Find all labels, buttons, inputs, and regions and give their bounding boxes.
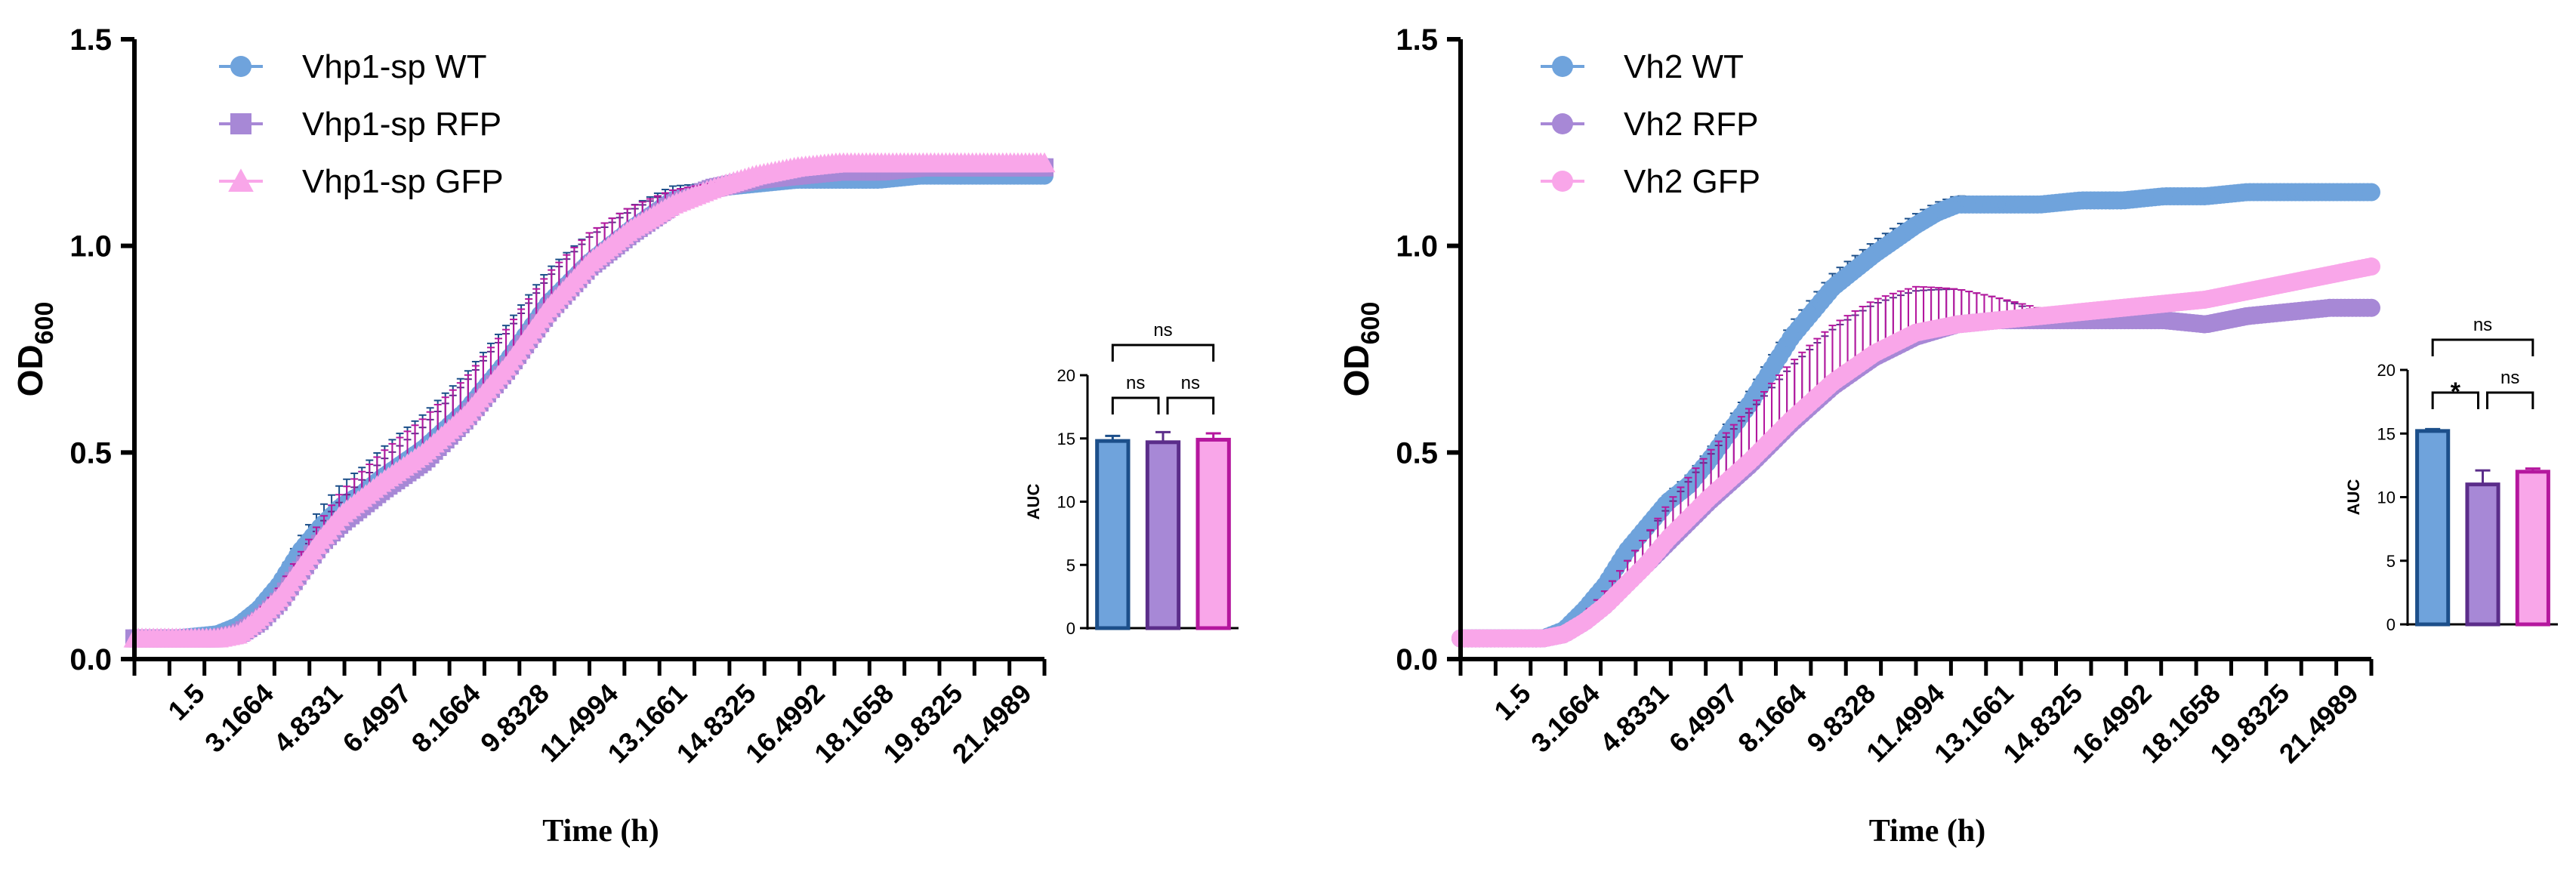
significance-bracket-1: *	[2431, 377, 2479, 409]
legend-item-0: Vhp1-sp WT	[219, 48, 487, 85]
inset-y-tick-label: 10	[2377, 488, 2396, 507]
legend-item-2: Vhp1-sp GFP	[219, 163, 504, 200]
data-point	[2362, 298, 2380, 317]
x-tick-label: 3.1664	[1525, 678, 1606, 759]
legend-label: Vhp1-sp WT	[302, 48, 487, 85]
x-tick-label: 8.1664	[406, 678, 486, 759]
chart-panel-right: 0.00.51.01.51.53.16644.83316.49978.16649…	[1337, 23, 2558, 849]
legend-label: Vhp1-sp RFP	[302, 106, 501, 143]
legend-label: Vh2 GFP	[1624, 163, 1760, 200]
x-tick-label: 4.8331	[267, 678, 348, 759]
data-point	[2362, 257, 2380, 276]
legend-item-2: Vh2 GFP	[1541, 163, 1760, 200]
significance-label: ns	[2500, 368, 2519, 388]
series-2	[1452, 257, 2380, 648]
data-point	[1033, 152, 1056, 173]
x-axis-label: Time (h)	[542, 814, 659, 849]
inset-auc-chart: 0 5 10 15 20 AUC ns ns ns	[1024, 320, 1239, 638]
bracket-line	[1111, 396, 1160, 414]
inset-y-axis-label: AUC	[1024, 484, 1043, 520]
y-tick-label: 1.5	[69, 23, 112, 57]
inset-y-tick-label: 5	[2386, 552, 2396, 571]
y-tick-label: 0.0	[1396, 643, 1438, 676]
y-tick-label: 0.5	[69, 436, 112, 470]
bracket-line	[2431, 391, 2479, 409]
inset-y-axis-label: AUC	[2344, 479, 2363, 516]
inset-y-tick-label: 10	[1057, 493, 1075, 512]
inset-bar-wt	[2415, 429, 2451, 627]
bracket-line	[2431, 338, 2534, 356]
x-tick-label: 8.1664	[1732, 678, 1812, 759]
legend-marker	[1552, 56, 1573, 77]
y-axis-label: OD600	[1337, 302, 1385, 397]
significance-label: *	[2451, 377, 2461, 406]
data-point	[2362, 183, 2380, 202]
inset-y-tick-label: 15	[2377, 424, 2396, 443]
legend-label: Vhp1-sp GFP	[302, 163, 504, 200]
significance-bracket-0: ns	[2431, 315, 2534, 356]
significance-bracket-1: ns	[1111, 373, 1160, 414]
significance-label: ns	[1126, 373, 1145, 393]
bracket-line	[2486, 391, 2534, 409]
legend-item-1: Vh2 RFP	[1541, 106, 1759, 143]
y-axis-label-sub: 600	[30, 302, 59, 345]
legend-item-0: Vh2 WT	[1541, 48, 1744, 85]
y-tick-label: 0.0	[69, 643, 112, 676]
legend-marker	[230, 113, 251, 134]
y-axis-label-main: OD	[11, 344, 50, 396]
significance-label: ns	[2473, 315, 2492, 335]
bracket-line	[1111, 344, 1215, 362]
y-axis-label: OD600	[11, 302, 59, 397]
significance-label: ns	[1181, 373, 1200, 393]
inset-bar-gfp	[2515, 470, 2550, 627]
legend-label: Vh2 WT	[1624, 48, 1744, 85]
inset-y-tick-label: 5	[1066, 556, 1075, 575]
bracket-line	[1166, 396, 1215, 414]
legend-item-1: Vhp1-sp RFP	[219, 106, 501, 143]
significance-bracket-0: ns	[1111, 320, 1215, 362]
x-tick-label: 1.5	[162, 678, 210, 726]
series-0	[1452, 183, 2380, 648]
y-tick-label: 0.5	[1396, 436, 1438, 470]
y-axis-label-main: OD	[1337, 344, 1376, 396]
y-tick-label: 1.0	[69, 230, 112, 263]
inset-auc-chart: 0 5 10 15 20 AUC ns * ns	[2344, 315, 2558, 634]
x-tick-label: 1.5	[1488, 678, 1536, 726]
significance-label: ns	[1153, 320, 1172, 340]
inset-y-tick-label: 20	[2377, 361, 2396, 380]
inset-y-tick-label: 15	[1057, 430, 1075, 448]
x-tick-label: 6.4997	[1663, 678, 1744, 759]
inset-y-tick-label: 0	[2386, 615, 2396, 634]
significance-bracket-2: ns	[2486, 368, 2534, 409]
legend-marker	[1552, 113, 1573, 134]
y-axis-label-sub: 600	[1356, 302, 1385, 345]
legend-marker	[230, 56, 251, 77]
legend-label: Vh2 RFP	[1624, 106, 1759, 143]
inset-y-tick-label: 20	[1057, 366, 1075, 385]
inset-y-tick-label: 0	[1066, 619, 1075, 638]
inset-bar-gfp	[1195, 437, 1231, 630]
x-axis-label: Time (h)	[1869, 814, 1985, 849]
x-tick-label: 4.8331	[1593, 678, 1674, 759]
y-tick-label: 1.5	[1396, 23, 1438, 57]
x-tick-label: 3.1664	[199, 678, 279, 759]
series-1	[125, 158, 1054, 648]
inset-bar-rfp	[2465, 482, 2500, 627]
legend-marker	[1552, 171, 1573, 192]
legend-marker	[228, 168, 254, 192]
chart-panel-left: 0.00.51.01.51.53.16644.83316.49978.16649…	[11, 23, 1239, 849]
series-2	[123, 152, 1056, 648]
inset-bar-rfp	[1145, 440, 1181, 630]
inset-bar-wt	[1095, 439, 1131, 630]
x-tick-label: 6.4997	[337, 678, 418, 759]
significance-bracket-2: ns	[1166, 373, 1215, 414]
y-tick-label: 1.0	[1396, 230, 1438, 263]
